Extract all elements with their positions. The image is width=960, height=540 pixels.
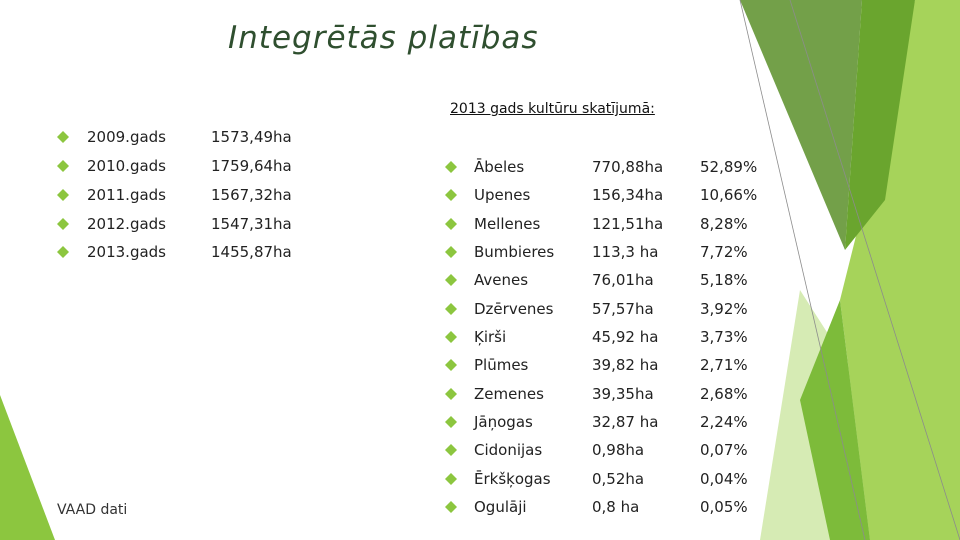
crop-share: 3,73% [700, 328, 748, 346]
diamond-bullet-icon [57, 131, 69, 143]
year-label: 2013.gads [87, 243, 166, 261]
crop-name: Dzērvenes [474, 300, 554, 318]
crop-share: 7,72% [700, 243, 748, 261]
crop-share: 2,24% [700, 413, 748, 431]
crop-name: Ogulāji [474, 498, 527, 516]
year-label: 2011.gads [87, 186, 166, 204]
crop-area: 0,52ha [592, 470, 645, 488]
crop-area: 39,35ha [592, 385, 654, 403]
thin-line-shape [739, 0, 866, 540]
diamond-bullet-icon [445, 444, 457, 456]
year-label: 2009.gads [87, 128, 166, 146]
crop-area: 57,57ha [592, 300, 654, 318]
crop-name: Cidonijas [474, 441, 543, 459]
right-light-shape [840, 0, 960, 540]
crop-name: Jāņogas [474, 413, 533, 431]
crop-name: Bumbieres [474, 243, 555, 261]
crop-name: Plūmes [474, 356, 529, 374]
year-area: 1573,49ha [211, 128, 292, 146]
source-note: VAAD dati [57, 502, 128, 518]
diamond-bullet-icon [445, 473, 457, 485]
right-midtone-shape [845, 0, 915, 250]
crop-name: Avenes [474, 271, 529, 289]
crop-share: 8,28% [700, 215, 748, 233]
crop-area: 770,88ha [592, 158, 664, 176]
crop-share: 3,92% [700, 300, 748, 318]
crop-share: 10,66% [700, 186, 758, 204]
diamond-bullet-icon [445, 331, 457, 343]
crop-share: 0,04% [700, 470, 748, 488]
right-dark-shape [740, 0, 862, 250]
crop-name: Ērkšķogas [474, 470, 551, 488]
crop-area: 0,8 ha [592, 498, 640, 516]
diamond-bullet-icon [57, 160, 69, 172]
diamond-bullet-icon [57, 189, 69, 201]
diamond-bullet-icon [445, 359, 457, 371]
thin-line-shape-2 [789, 0, 960, 540]
crop-area: 113,3 ha [592, 243, 659, 261]
crop-name: Mellenes [474, 215, 541, 233]
crop-share: 0,05% [700, 498, 748, 516]
crop-area: 45,92 ha [592, 328, 659, 346]
crop-share: 0,07% [700, 441, 748, 459]
crops-subtitle: 2013 gads kultūru skatījumā: [450, 101, 655, 117]
year-area: 1567,32ha [211, 186, 292, 204]
crop-area: 32,87 ha [592, 413, 659, 431]
diamond-bullet-icon [445, 388, 457, 400]
slide-title: Integrētās platības [228, 20, 539, 56]
crop-area: 39,82 ha [592, 356, 659, 374]
year-label: 2012.gads [87, 215, 166, 233]
diamond-bullet-icon [445, 161, 457, 173]
left-sliver-shape [0, 395, 55, 540]
crop-share: 52,89% [700, 158, 758, 176]
crop-area: 0,98ha [592, 441, 645, 459]
diamond-bullet-icon [445, 416, 457, 428]
crop-name: Ķirši [474, 328, 507, 346]
right-mid-shape [800, 300, 870, 540]
crop-name: Upenes [474, 186, 531, 204]
crop-area: 121,51ha [592, 215, 664, 233]
crop-area: 156,34ha [592, 186, 664, 204]
diamond-bullet-icon [445, 189, 457, 201]
diamond-bullet-icon [57, 246, 69, 258]
crop-name: Zemenes [474, 385, 544, 403]
crop-share: 5,18% [700, 271, 748, 289]
year-area: 1759,64ha [211, 157, 292, 175]
year-label: 2010.gads [87, 157, 166, 175]
crop-area: 76,01ha [592, 271, 654, 289]
year-area: 1547,31ha [211, 215, 292, 233]
diamond-bullet-icon [445, 501, 457, 513]
diamond-bullet-icon [445, 274, 457, 286]
crop-share: 2,71% [700, 356, 748, 374]
year-area: 1455,87ha [211, 243, 292, 261]
diamond-bullet-icon [445, 246, 457, 258]
diamond-bullet-icon [445, 218, 457, 230]
diamond-bullet-icon [445, 303, 457, 315]
crop-share: 2,68% [700, 385, 748, 403]
diamond-bullet-icon [57, 218, 69, 230]
crop-name: Ābeles [474, 158, 525, 176]
